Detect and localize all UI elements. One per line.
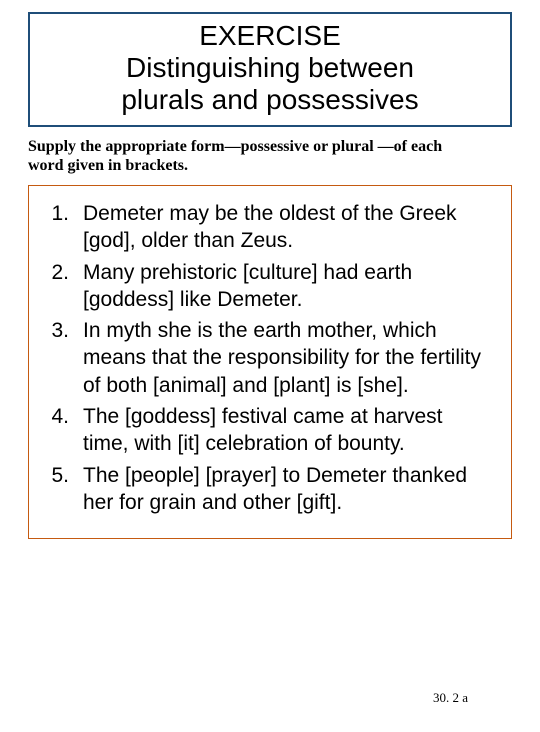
title-box: EXERCISE Distinguishing between plurals …: [28, 12, 512, 127]
instructions-part1: Supply the appropriate form—possessive o…: [28, 138, 442, 155]
list-item: 2. Many prehistoric [culture] had earth …: [35, 259, 493, 314]
item-number: 2.: [35, 259, 83, 286]
item-number: 1.: [35, 200, 83, 227]
list-item: 3. In myth she is the earth mother, whic…: [35, 317, 493, 399]
list-item: 1. Demeter may be the oldest of the Gree…: [35, 200, 493, 255]
list-item: 4. The [goddess] festival came at harves…: [35, 403, 493, 458]
item-text: Many prehistoric [culture] had earth [go…: [83, 259, 493, 314]
title-line-3: plurals and possessives: [40, 84, 500, 116]
instructions: Supply the appropriate form—possessive o…: [28, 137, 512, 175]
instructions-part2: word given in brackets.: [28, 157, 188, 174]
title-line-2: Distinguishing between: [40, 52, 500, 84]
item-text: Demeter may be the oldest of the Greek […: [83, 200, 493, 255]
item-text: The [goddess] festival came at harvest t…: [83, 403, 493, 458]
item-text: In myth she is the earth mother, which m…: [83, 317, 493, 399]
item-number: 5.: [35, 462, 83, 489]
page-reference: 30. 2 a: [433, 690, 468, 706]
title-line-1: EXERCISE: [40, 20, 500, 52]
exercise-list-box: 1. Demeter may be the oldest of the Gree…: [28, 185, 512, 539]
item-number: 3.: [35, 317, 83, 344]
list-item: 5. The [people] [prayer] to Demeter than…: [35, 462, 493, 517]
item-number: 4.: [35, 403, 83, 430]
exercise-list: 1. Demeter may be the oldest of the Gree…: [35, 200, 493, 516]
item-text: The [people] [prayer] to Demeter thanked…: [83, 462, 493, 517]
